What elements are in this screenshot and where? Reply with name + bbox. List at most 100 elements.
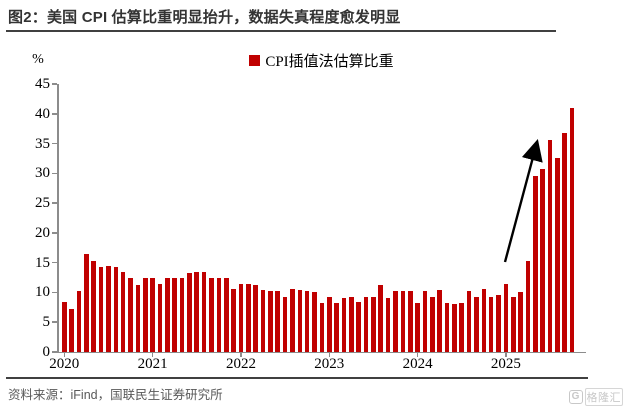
bar-2023-01 [326, 296, 332, 352]
bar-2022-06 [275, 290, 281, 352]
x-tick [505, 353, 507, 357]
y-tick-label: 10 [35, 284, 50, 301]
bar-2025-10 [569, 108, 575, 352]
bar-2024-11 [488, 296, 494, 352]
x-year-label: 2020 [49, 356, 80, 372]
y-tick-label: 30 [35, 165, 50, 182]
bar-2020-02 [69, 308, 74, 352]
bar-2022-03 [253, 285, 258, 352]
bar-2022-10 [304, 291, 310, 352]
bar-2023-06 [363, 296, 369, 352]
bar-2020-12 [142, 278, 148, 352]
bar-2025-07 [547, 139, 553, 352]
bar-2021-07 [194, 271, 200, 352]
bar-2025-06 [540, 169, 545, 352]
bar-2024-10 [481, 289, 487, 352]
y-tick [52, 232, 57, 234]
y-tick [52, 202, 57, 204]
y-tick [52, 172, 57, 175]
y-tick [52, 83, 57, 85]
bar-2021-08 [201, 271, 207, 352]
bar-2023-10 [393, 291, 398, 352]
bar-2020-04 [84, 254, 89, 352]
bar-2022-05 [268, 290, 273, 352]
bar-2024-09 [474, 296, 479, 352]
plot-area [57, 84, 586, 352]
y-tick-label: 20 [35, 224, 50, 241]
bar-2023-11 [400, 291, 406, 352]
x-year-label: 2024 [402, 356, 433, 372]
bar-2021-03 [165, 277, 170, 352]
y-tick-label: 5 [42, 314, 51, 331]
bar-2024-02 [422, 291, 428, 352]
figure-title: 图2：美国 CPI 估算比重明显抬升，数据失真程度愈发明显 [8, 9, 401, 26]
bar-2024-03 [430, 296, 435, 352]
bar-2022-04 [260, 290, 266, 352]
bar-2024-05 [444, 302, 450, 352]
bar-2025-09 [562, 132, 568, 352]
bar-2020-11 [135, 284, 141, 352]
bar-2023-03 [341, 297, 347, 352]
y-tick [52, 321, 57, 323]
bar-2021-05 [179, 277, 185, 352]
x-tick [63, 353, 66, 357]
bar-2022-07 [282, 296, 288, 352]
source-note: 资料来源：iFind，国联民生证券研究所 [8, 388, 223, 402]
bar-2020-01 [62, 301, 67, 352]
bar-2023-07 [371, 296, 376, 352]
bar-2023-02 [334, 303, 339, 352]
x-year-label: 2021 [137, 356, 168, 372]
bar-2020-05 [91, 260, 97, 352]
watermark-text: 格隆汇 [584, 388, 623, 406]
bar-2024-06 [452, 304, 457, 352]
y-tick [52, 113, 57, 115]
bar-2025-04 [525, 260, 531, 352]
bar-2021-10 [216, 277, 222, 352]
bar-2022-01 [238, 284, 244, 352]
y-tick [52, 351, 57, 353]
x-tick [151, 353, 154, 357]
watermark-logo: G [568, 390, 583, 404]
y-tick-label: 40 [35, 105, 50, 122]
y-tick-label: 45 [35, 76, 50, 92]
y-axis-unit: % [32, 52, 44, 67]
bar-2021-09 [209, 277, 214, 352]
legend: CPI插值法估算比重 [57, 50, 586, 71]
bar-2023-05 [356, 301, 361, 352]
bar-2021-04 [172, 277, 177, 352]
bar-2020-03 [76, 291, 82, 352]
bar-2025-08 [555, 157, 560, 352]
bar-2024-08 [466, 291, 472, 352]
bar-2021-01 [150, 278, 155, 352]
x-year-label: 2025 [490, 356, 521, 372]
x-axis-line [57, 351, 586, 353]
bar-2022-08 [290, 289, 295, 352]
bar-2025-02 [510, 296, 516, 352]
bar-2021-12 [231, 289, 236, 352]
bar-2021-02 [157, 284, 163, 352]
bottom-rule [6, 377, 588, 379]
bar-2023-04 [349, 296, 354, 352]
bar-2025-03 [518, 291, 523, 352]
bar-2022-02 [246, 284, 251, 352]
y-axis-line [57, 84, 59, 352]
bar-2025-05 [533, 176, 538, 352]
bar-2022-12 [319, 303, 325, 352]
bar-2024-12 [496, 294, 501, 352]
bar-2022-09 [297, 290, 303, 352]
bar-2020-07 [106, 265, 111, 352]
bar-2023-08 [378, 285, 384, 352]
bar-2024-01 [415, 303, 420, 352]
bar-2020-10 [128, 277, 133, 352]
y-tick-label: 25 [35, 195, 50, 212]
title-rule [6, 30, 556, 32]
bar-2020-09 [120, 271, 126, 352]
y-tick [52, 291, 57, 294]
x-tick [240, 353, 242, 357]
legend-label: CPI插值法估算比重 [265, 54, 394, 70]
x-year-label: 2022 [225, 356, 256, 372]
bar-2024-07 [459, 302, 465, 352]
bar-2021-11 [223, 277, 229, 352]
y-tick-label: 35 [35, 135, 50, 152]
